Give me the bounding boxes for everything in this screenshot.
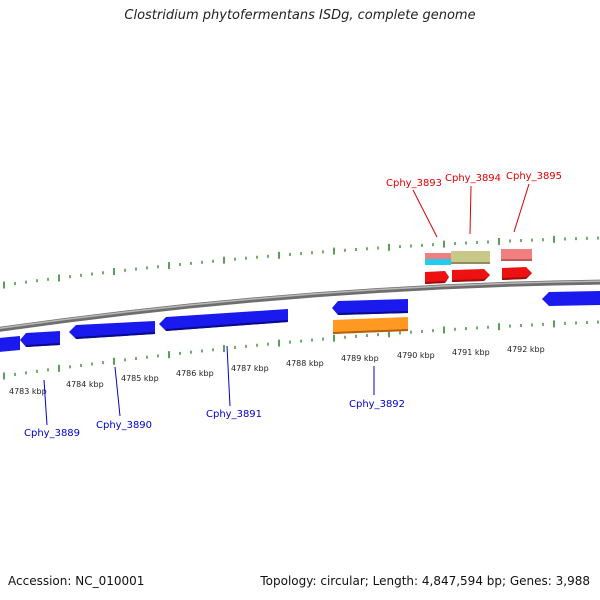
kbp-label: 4791 kbp (452, 348, 490, 357)
genome-title: Clostridium phytofermentans ISDg, comple… (124, 8, 476, 23)
gene-arrow-cphy-3895[interactable] (502, 267, 532, 280)
topology-text: Topology: circular; Length: 4,847,594 bp… (260, 574, 590, 588)
gene-arrow-cphy-3889[interactable] (20, 331, 60, 347)
upper-tick-track (3, 235, 599, 289)
gene-arrow-cphy-3892[interactable] (332, 299, 408, 315)
kbp-scale: 4783 kbp 4784 kbp 4785 kbp 4786 kbp 4787… (9, 345, 545, 396)
rna-feature-cyan[interactable] (425, 259, 451, 265)
rna-feature-pink[interactable] (425, 253, 451, 259)
gene-label-cphy-3890[interactable]: Cphy_3890 (96, 420, 152, 431)
gene-label-cphy-3889[interactable]: Cphy_3889 (24, 428, 80, 439)
olive-feature[interactable] (451, 251, 490, 264)
rna-feature-pink-2[interactable] (501, 249, 532, 261)
kbp-label: 4790 kbp (397, 351, 435, 360)
kbp-label: 4792 kbp (507, 345, 545, 354)
kbp-label: 4784 kbp (66, 380, 104, 389)
gene-label-cphy-3895[interactable]: Cphy_3895 (506, 171, 562, 182)
kbp-label: 4783 kbp (9, 387, 47, 396)
reverse-features (0, 291, 600, 352)
gene-arrow-cphy-3896[interactable] (542, 291, 600, 306)
gene-arrow-cphy-3894[interactable] (452, 269, 490, 282)
gene-label-cphy-3893[interactable]: Cphy_3893 (386, 178, 442, 189)
gene-arrow-cphy-3891[interactable] (159, 309, 288, 331)
kbp-label: 4788 kbp (286, 359, 324, 368)
kbp-label: 4789 kbp (341, 354, 379, 363)
kbp-label: 4786 kbp (176, 369, 214, 378)
forward-gene-labels: Cphy_3893 Cphy_3894 Cphy_3895 (386, 171, 562, 238)
reverse-gene-labels: Cphy_3889 Cphy_3890 Cphy_3891 Cphy_3892 (24, 345, 405, 439)
gene-label-cphy-3891[interactable]: Cphy_3891 (206, 409, 262, 420)
gene-arrow-cphy-3888[interactable] (0, 336, 20, 352)
kbp-label: 4785 kbp (121, 374, 159, 383)
genome-backbone (0, 279, 600, 332)
kbp-label: 4787 kbp (231, 364, 269, 373)
gene-label-cphy-3892[interactable]: Cphy_3892 (349, 399, 405, 410)
gene-arrow-cphy-3893[interactable] (425, 271, 449, 284)
accession-text: Accession: NC_010001 (8, 574, 145, 588)
gene-label-cphy-3894[interactable]: Cphy_3894 (445, 173, 501, 184)
forward-features (425, 249, 532, 284)
